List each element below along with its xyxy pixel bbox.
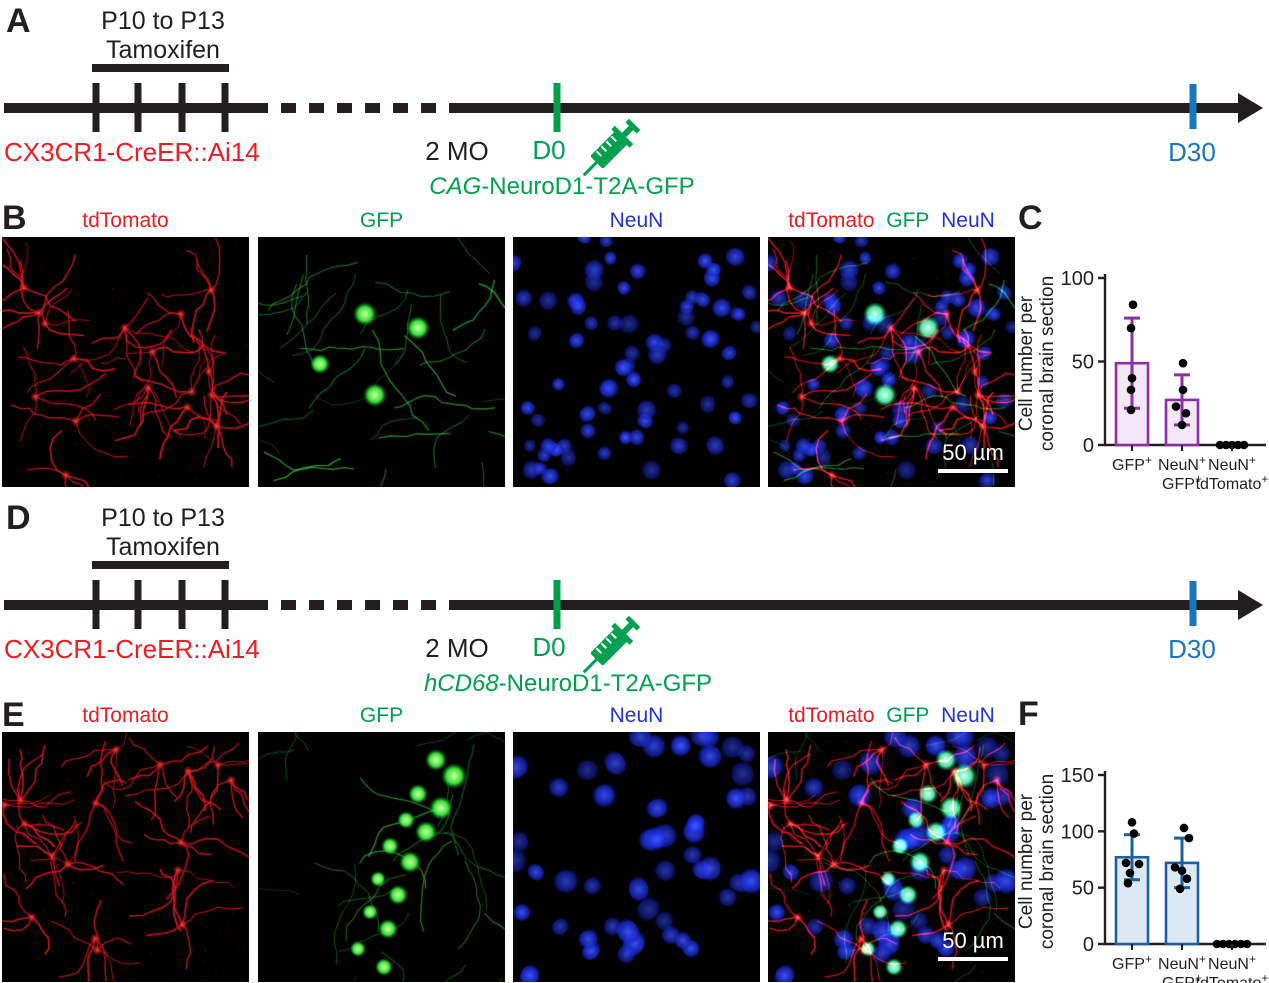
micrograph-E-neun <box>513 732 760 982</box>
d30-tick <box>1189 84 1197 129</box>
micrograph-B-gfp <box>258 237 505 487</box>
panel-letter-F: F <box>1018 695 1039 733</box>
arrowhead-icon <box>1238 93 1263 123</box>
micrograph-E-tdtomato <box>2 732 249 982</box>
scale-bar-E-label: 50 µm <box>942 928 1004 953</box>
svg-text:GFP+: GFP+ <box>1162 472 1202 493</box>
channel-label-gfp: GFP <box>359 704 404 727</box>
timeline-A: P10 to P13 Tamoxifen CX3CR1-CreER::Ai14 … <box>4 7 1263 200</box>
range-label: P10 to P13 <box>101 504 225 532</box>
chart-F: 050100150GFP+NeuN+GFP+NeuN+tdTomato+Cell… <box>1016 765 1269 983</box>
syringe-icon <box>582 615 641 674</box>
d30-tick <box>1189 581 1197 626</box>
svg-text:150: 150 <box>1061 765 1094 787</box>
construct-label: CAG-NeuroD1-T2A-GFP <box>429 173 694 200</box>
d0-label: D0 <box>532 135 565 165</box>
svg-text:50: 50 <box>1072 352 1094 374</box>
panel-letter-E: E <box>2 696 25 734</box>
scale-bar-B: 50 µm <box>938 440 1008 473</box>
panel-letter-A: A <box>6 2 31 40</box>
mouse-line-label: CX3CR1-CreER::Ai14 <box>4 137 260 167</box>
channel-label-tdtomato: tdTomato <box>82 209 169 232</box>
svg-text:NeuN+: NeuN+ <box>1158 952 1206 973</box>
panel-letter-C: C <box>1018 199 1043 237</box>
arrowhead-icon <box>1238 590 1263 620</box>
merge-label-gfp: GFP <box>886 704 930 727</box>
tamoxifen-ticks <box>92 64 229 132</box>
scale-bar-B-line <box>938 469 1008 473</box>
drug-label: Tamoxifen <box>106 36 220 64</box>
syringe-icon <box>582 118 641 177</box>
d0-label: D0 <box>532 632 565 662</box>
svg-text:Cell number per: Cell number per <box>1016 793 1037 929</box>
age-label: 2 MO <box>425 633 489 663</box>
d0-tick <box>553 83 561 132</box>
svg-text:GFP+: GFP+ <box>1112 453 1152 474</box>
channel-label-gfp: GFP <box>359 209 404 232</box>
channel-label-merge: tdTomato GFP NeuN <box>768 209 1015 233</box>
drug-label: Tamoxifen <box>106 533 220 561</box>
scale-bar-B-label: 50 µm <box>942 440 1004 465</box>
merge-label-tdtomato: tdTomato <box>788 704 875 727</box>
d30-label: D30 <box>1168 137 1216 167</box>
svg-text:NeuN+: NeuN+ <box>1208 453 1256 474</box>
timeline-D: P10 to P13 Tamoxifen CX3CR1-CreER::Ai14 … <box>4 504 1263 697</box>
scale-bar-E: 50 µm <box>938 928 1008 961</box>
micrograph-E-merge <box>768 732 1015 982</box>
tamoxifen-ticks <box>92 561 229 629</box>
channel-label-neun: NeuN <box>609 209 664 232</box>
timeline-A-axis <box>4 93 1263 123</box>
panel-letter-B: B <box>2 199 27 237</box>
timeline-D-axis <box>4 590 1263 620</box>
mouse-line-label: CX3CR1-CreER::Ai14 <box>4 634 260 664</box>
merge-label-neun: NeuN <box>941 704 995 727</box>
svg-text:tdTomato+: tdTomato+ <box>1196 971 1269 983</box>
channel-label-merge: tdTomato GFP NeuN <box>768 704 1015 728</box>
age-label: 2 MO <box>425 136 489 166</box>
svg-text:NeuN+: NeuN+ <box>1208 952 1256 973</box>
svg-text:GFP+: GFP+ <box>1112 952 1152 973</box>
channel-label-tdtomato: tdTomato <box>82 704 169 727</box>
micrograph-B-tdtomato <box>2 237 249 487</box>
svg-text:50: 50 <box>1072 878 1094 900</box>
svg-text:0: 0 <box>1083 435 1094 457</box>
svg-text:coronal brain section: coronal brain section <box>1037 276 1058 451</box>
svg-text:100: 100 <box>1061 268 1094 290</box>
d0-tick <box>553 580 561 629</box>
scale-bar-E-line <box>938 957 1008 961</box>
micrograph-B-merge <box>768 237 1015 487</box>
merge-label-gfp: GFP <box>886 209 930 232</box>
svg-text:coronal brain section: coronal brain section <box>1037 774 1058 949</box>
tamoxifen-bar <box>92 561 229 569</box>
channel-label-neun: NeuN <box>609 704 664 727</box>
svg-text:tdTomato+: tdTomato+ <box>1196 472 1269 493</box>
range-label: P10 to P13 <box>101 7 225 35</box>
d30-label: D30 <box>1168 634 1216 664</box>
merge-label-tdtomato: tdTomato <box>788 209 875 232</box>
svg-text:GFP+: GFP+ <box>1162 971 1202 983</box>
tamoxifen-bar <box>92 64 229 72</box>
micrograph-B-neun <box>513 237 760 487</box>
svg-text:0: 0 <box>1083 934 1094 956</box>
svg-text:Cell number per: Cell number per <box>1016 295 1037 431</box>
panel-letter-D: D <box>6 499 31 537</box>
micrograph-E-gfp <box>258 732 505 982</box>
svg-text:100: 100 <box>1061 821 1094 843</box>
svg-text:NeuN+: NeuN+ <box>1158 453 1206 474</box>
merge-label-neun: NeuN <box>941 209 995 232</box>
construct-label: hCD68-NeuroD1-T2A-GFP <box>424 670 712 697</box>
